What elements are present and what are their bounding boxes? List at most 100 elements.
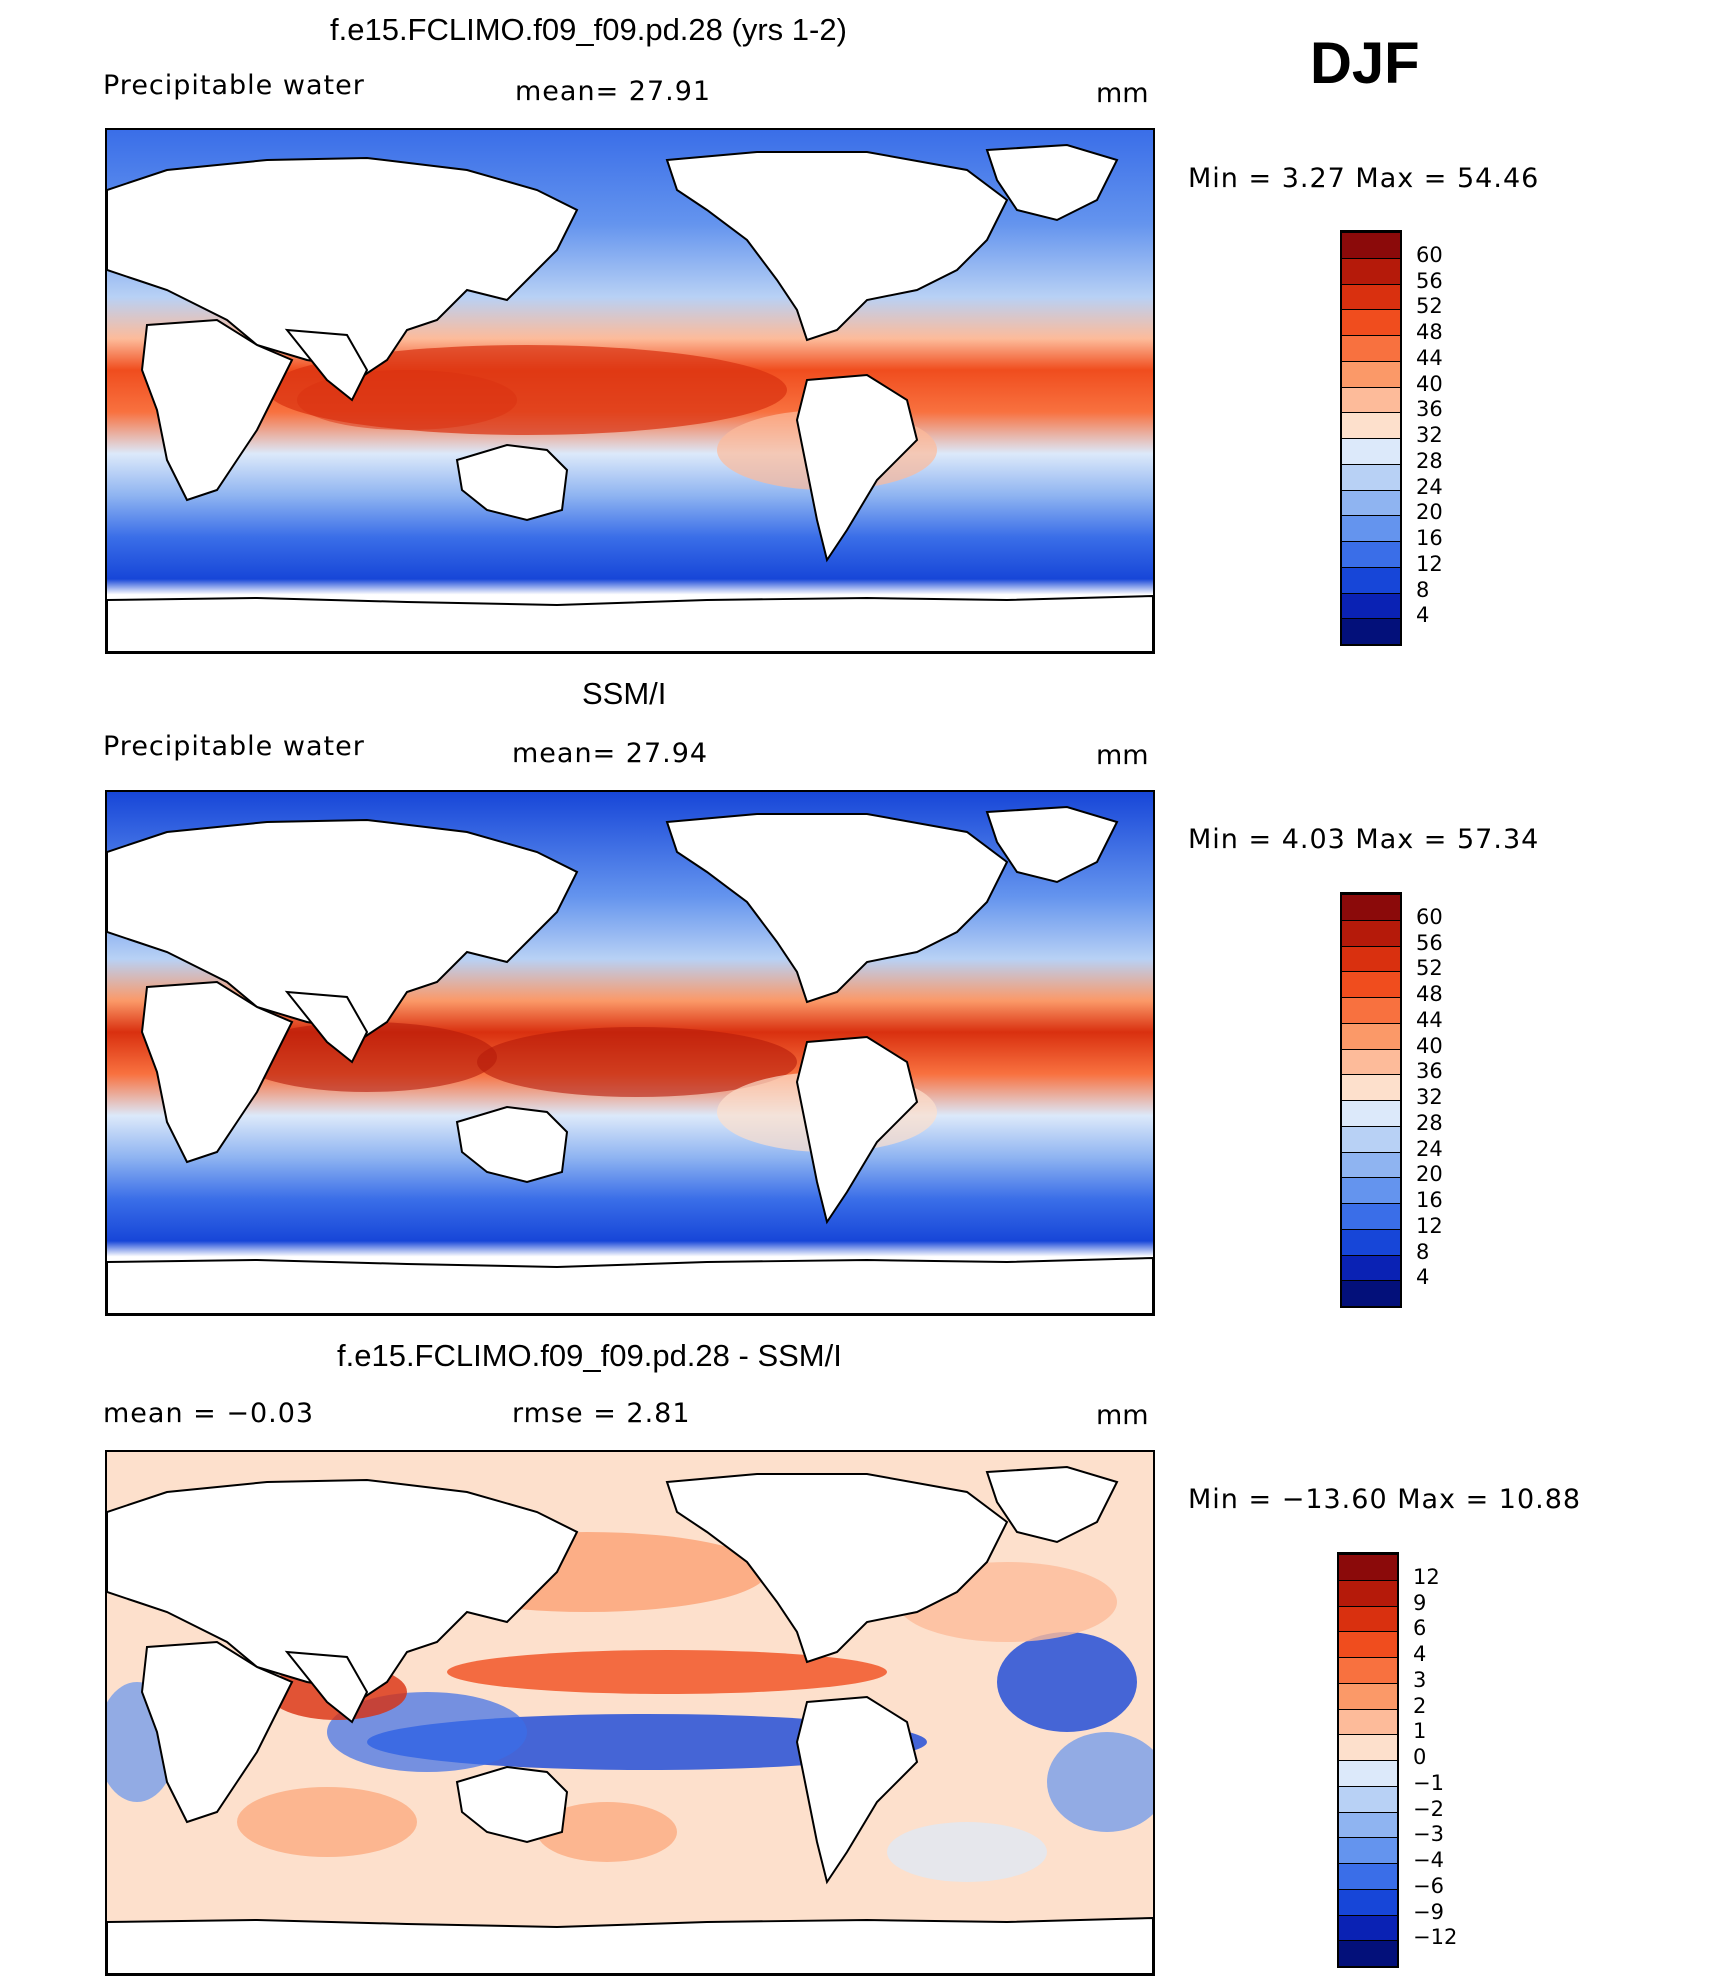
colorbar-swatch <box>1339 1605 1397 1632</box>
colorbar-swatch <box>1339 1708 1397 1735</box>
colorbar-tick-label: 36 <box>1416 397 1443 422</box>
colorbar-tick-label: 52 <box>1416 294 1443 319</box>
colorbar-tick-label: 48 <box>1416 982 1443 1006</box>
colorbar-swatch <box>1339 1888 1397 1915</box>
panel-3-title: f.e15.FCLIMO.f09_f09.pd.28 - SSM/I <box>337 1338 842 1373</box>
colorbar-swatch <box>1342 566 1400 593</box>
colorbar-swatch <box>1342 257 1400 284</box>
colorbar-swatch <box>1342 1074 1400 1100</box>
colorbar-tick-label: 12 <box>1416 1213 1443 1238</box>
colorbar-swatch <box>1339 1579 1397 1606</box>
colorbar-swatch <box>1342 1228 1400 1255</box>
colorbar-tick-label: 1 <box>1413 1719 1427 1744</box>
colorbar-tick-label: 16 <box>1416 526 1443 550</box>
colorbar-swatch <box>1342 232 1400 258</box>
panel-3-field <box>107 1452 1153 1974</box>
panel-2-colorbar <box>1340 892 1402 1308</box>
colorbar-swatch <box>1342 997 1400 1023</box>
panel-1-colorbar <box>1340 230 1402 646</box>
colorbar-swatch <box>1342 1100 1400 1126</box>
colorbar-tick-label: 8 <box>1416 1239 1430 1264</box>
panel-1-title: f.e15.FCLIMO.f09_f09.pd.28 (yrs 1-2) <box>330 12 847 47</box>
colorbar-tick-label: 24 <box>1416 1136 1443 1161</box>
panel-1-field <box>107 130 1153 652</box>
colorbar-swatch <box>1342 1280 1400 1306</box>
colorbar-tick-label: −4 <box>1413 1848 1444 1872</box>
panel-2-variable-label: Precipitable water <box>103 731 365 762</box>
colorbar-tick-label: 60 <box>1416 242 1443 267</box>
colorbar-swatch <box>1339 1940 1397 1966</box>
colorbar-swatch <box>1342 386 1400 413</box>
colorbar-tick-label: 2 <box>1413 1693 1427 1718</box>
colorbar-swatch <box>1342 283 1400 310</box>
colorbar-tick-label: 52 <box>1416 956 1443 981</box>
panel-1-variable-label: Precipitable water <box>103 70 365 101</box>
panel-1-min-max: Min = 3.27 Max = 54.46 <box>1188 163 1540 194</box>
colorbar-tick-label: 3 <box>1413 1667 1427 1692</box>
colorbar-swatch <box>1342 463 1400 490</box>
panel-1-mean-label: mean= 27.91 <box>515 76 712 107</box>
colorbar-tick-label: 16 <box>1416 1188 1443 1212</box>
colorbar-tick-label: 6 <box>1413 1616 1427 1641</box>
colorbar-tick-label: 20 <box>1416 1162 1443 1187</box>
colorbar-swatch <box>1342 894 1400 920</box>
colorbar-tick-label: 12 <box>1416 551 1443 576</box>
colorbar-tick-label: 4 <box>1416 1265 1430 1290</box>
colorbar-swatch <box>1339 1811 1397 1838</box>
colorbar-tick-label: −1 <box>1413 1770 1444 1795</box>
colorbar-swatch <box>1339 1785 1397 1812</box>
colorbar-swatch <box>1339 1837 1397 1863</box>
colorbar-tick-label: 32 <box>1416 423 1443 447</box>
colorbar-swatch <box>1342 618 1400 644</box>
colorbar-swatch <box>1342 1022 1400 1049</box>
colorbar-swatch <box>1342 489 1400 516</box>
colorbar-swatch <box>1339 1760 1397 1786</box>
panel-3-units: mm <box>1096 1400 1149 1431</box>
colorbar-tick-label: 12 <box>1413 1564 1440 1589</box>
colorbar-tick-label: −12 <box>1413 1925 1458 1950</box>
panel-1-units: mm <box>1096 78 1149 109</box>
colorbar-tick-label: 36 <box>1416 1059 1443 1084</box>
colorbar-tick-label: 28 <box>1416 448 1443 473</box>
colorbar-swatch <box>1339 1914 1397 1941</box>
panel-3-map <box>105 1450 1155 1976</box>
colorbar-swatch <box>1342 1151 1400 1178</box>
panel-3-rmse-label: rmse = 2.81 <box>512 1398 691 1429</box>
colorbar-tick-label: 4 <box>1413 1642 1427 1666</box>
colorbar-swatch <box>1339 1734 1397 1760</box>
colorbar-swatch <box>1342 1254 1400 1281</box>
colorbar-tick-label: 40 <box>1416 1033 1443 1058</box>
colorbar-swatch <box>1342 515 1400 541</box>
colorbar-tick-label: 28 <box>1416 1110 1443 1135</box>
colorbar-tick-label: 40 <box>1416 371 1443 396</box>
colorbar-tick-label: −6 <box>1413 1873 1444 1898</box>
colorbar-swatch <box>1342 360 1400 387</box>
colorbar-swatch <box>1342 438 1400 464</box>
colorbar-swatch <box>1342 1125 1400 1152</box>
colorbar-swatch <box>1339 1554 1397 1580</box>
colorbar-swatch <box>1342 945 1400 972</box>
colorbar-swatch <box>1342 919 1400 946</box>
colorbar-swatch <box>1342 1203 1400 1229</box>
colorbar-tick-label: 8 <box>1416 577 1430 602</box>
colorbar-tick-label: 32 <box>1416 1085 1443 1109</box>
panel-3-mean-label: mean = −0.03 <box>103 1398 315 1429</box>
colorbar-tick-label: 48 <box>1416 320 1443 344</box>
colorbar-swatch <box>1339 1863 1397 1889</box>
panel-2-field <box>107 792 1153 1314</box>
colorbar-tick-label: 4 <box>1416 603 1430 628</box>
colorbar-tick-label: 20 <box>1416 500 1443 525</box>
colorbar-swatch <box>1342 1048 1400 1075</box>
colorbar-swatch <box>1342 412 1400 438</box>
colorbar-swatch <box>1342 335 1400 361</box>
panel-2-min-max: Min = 4.03 Max = 57.34 <box>1188 824 1540 855</box>
colorbar-swatch <box>1342 592 1400 619</box>
colorbar-swatch <box>1339 1657 1397 1683</box>
colorbar-tick-label: −2 <box>1413 1796 1444 1821</box>
colorbar-swatch <box>1342 541 1400 567</box>
season-label: DJF <box>1310 31 1420 96</box>
panel-2-units: mm <box>1096 740 1149 771</box>
colorbar-swatch <box>1339 1631 1397 1657</box>
colorbar-tick-label: 56 <box>1416 268 1443 293</box>
panel-3-min-max: Min = −13.60 Max = 10.88 <box>1188 1484 1582 1515</box>
